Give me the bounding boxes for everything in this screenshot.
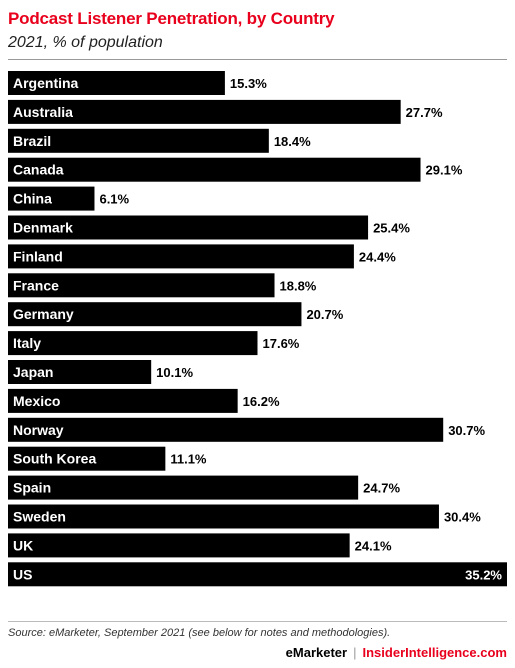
bar-row: Spain 24.7%: [8, 475, 400, 500]
category-label: Canada: [13, 162, 64, 178]
bar: [8, 215, 369, 240]
category-label: Mexico: [13, 393, 60, 409]
value-label: 11.1%: [170, 452, 207, 467]
value-label: 24.4%: [359, 249, 396, 264]
category-label: Japan: [13, 364, 53, 380]
category-label: Finland: [13, 248, 63, 264]
category-label: Australia: [13, 104, 73, 120]
insiderintelligence-brand: InsiderIntelligence.com: [362, 645, 508, 660]
bar: [8, 71, 225, 95]
value-label: 18.4%: [274, 134, 311, 149]
category-label: UK: [13, 537, 33, 553]
chart-subtitle: 2021, % of population: [8, 34, 163, 51]
category-label: Brazil: [13, 133, 51, 149]
bar-row: Germany 20.7%: [8, 302, 344, 327]
value-label: 35.2%: [465, 567, 502, 582]
bar: [8, 446, 166, 471]
value-label: 24.7%: [363, 481, 400, 496]
bar: [8, 475, 359, 500]
bar-row: Argentina 15.3%: [8, 71, 267, 95]
value-label: 17.6%: [263, 336, 300, 351]
chart-title: Podcast Listener Penetration, by Country: [8, 9, 335, 28]
category-label: Spain: [13, 480, 51, 496]
bar: [8, 504, 439, 529]
category-label: Sweden: [13, 509, 66, 525]
category-label: France: [13, 277, 59, 293]
value-label: 10.1%: [156, 365, 193, 380]
bar: [8, 388, 238, 413]
bar-row: China 6.1%: [8, 186, 130, 211]
bar-row: Canada 29.1%: [8, 157, 463, 182]
bar-row: Japan 10.1%: [8, 360, 193, 384]
bar-row: Finland 24.4%: [8, 244, 396, 269]
bar: [8, 244, 354, 269]
value-label: 15.3%: [230, 76, 267, 91]
brand-separator: |: [353, 645, 357, 660]
value-label: 25.4%: [373, 221, 410, 236]
value-label: 29.1%: [426, 163, 463, 178]
value-label: 20.7%: [306, 307, 343, 322]
value-label: 6.1%: [99, 192, 129, 207]
bar: [8, 302, 302, 327]
category-label: Argentina: [13, 75, 79, 91]
footer-brand: eMarketer | InsiderIntelligence.com: [286, 645, 507, 660]
category-label: Germany: [13, 306, 74, 322]
value-label: 24.1%: [355, 538, 392, 553]
category-label: US: [13, 566, 32, 582]
emarketer-brand: eMarketer: [285, 645, 348, 660]
category-label: Denmark: [13, 220, 73, 236]
category-label: Italy: [13, 335, 41, 351]
bar-row: South Korea 11.1%: [8, 446, 207, 471]
bar-row: France 18.8%: [8, 273, 317, 298]
value-label: 16.2%: [243, 394, 280, 409]
bar: [8, 99, 401, 124]
bar-row: Australia 27.7%: [8, 99, 443, 124]
bar: [8, 562, 507, 587]
bar-row: Mexico 16.2%: [8, 388, 280, 413]
header-divider: [8, 59, 507, 60]
bar-row: Norway 30.7%: [8, 417, 486, 442]
bar-row: UK 24.1%: [8, 533, 392, 558]
bar: [8, 186, 95, 211]
bar-row: Sweden 30.4%: [8, 504, 481, 529]
bar: [8, 417, 444, 442]
bar: [8, 128, 269, 153]
value-label: 30.7%: [448, 423, 485, 438]
bar: [8, 157, 421, 182]
bar-row: Italy 17.6%: [8, 331, 300, 356]
category-label: China: [13, 191, 52, 207]
value-label: 27.7%: [406, 105, 443, 120]
category-label: South Korea: [13, 451, 96, 467]
category-label: Norway: [13, 422, 64, 438]
value-label: 18.8%: [280, 278, 317, 293]
bar: [8, 331, 258, 356]
bar: [8, 533, 350, 558]
bar-row: Brazil 18.4%: [8, 128, 311, 153]
bar-row: US 35.2%: [8, 562, 507, 587]
bar: [8, 273, 275, 298]
footer-divider: [8, 621, 507, 622]
bar: [8, 360, 152, 384]
value-label: 30.4%: [444, 510, 481, 525]
bar-row: Denmark 25.4%: [8, 215, 410, 240]
source-note: Source: eMarketer, September 2021 (see b…: [8, 627, 391, 639]
